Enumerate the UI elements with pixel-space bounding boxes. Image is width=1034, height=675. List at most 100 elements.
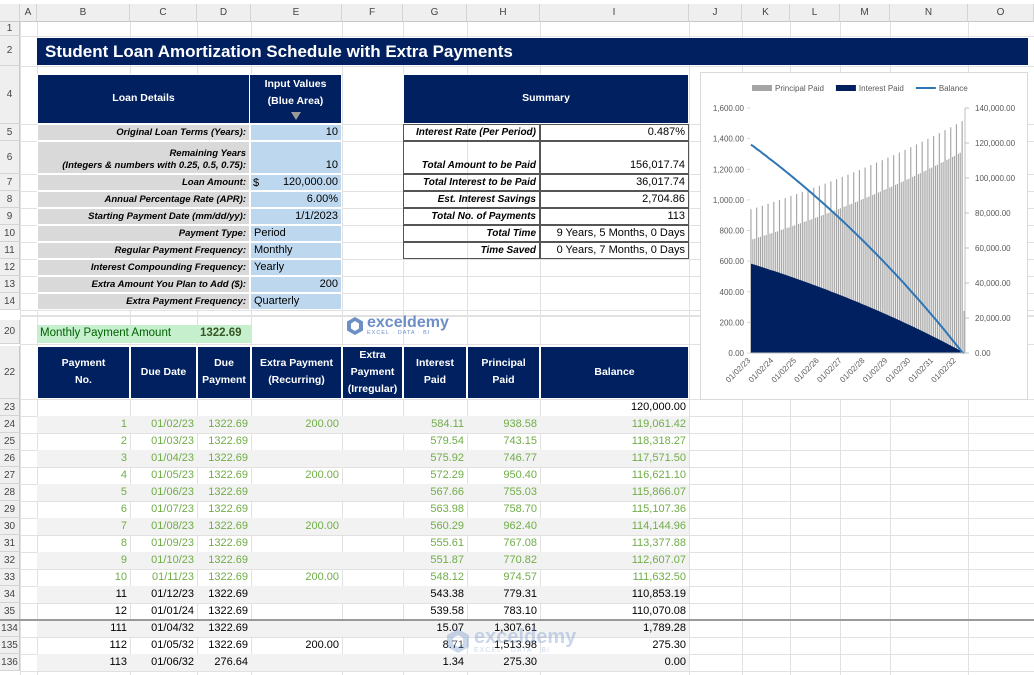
table-cell: 743.15 [503,434,537,447]
table-cell: 12 [114,604,127,617]
bar [902,181,904,353]
table-cell: 1322.69 [208,434,248,447]
table-cell: 584.11 [431,417,464,430]
bar [801,192,803,353]
legend-label: Interest Paid [859,84,904,93]
table-cell: 200.00 [305,638,339,651]
bar [885,189,887,353]
table-cell: 8.71 [403,637,467,654]
table-cell: 01/06/23 [151,485,194,498]
bar [855,202,857,353]
input-value: Monthly [250,242,342,259]
bar [929,168,931,353]
bar [953,155,956,353]
row-stripe [37,450,689,467]
table-cell: 119,061.42 [631,417,686,430]
section-header: Summary [403,74,689,124]
bar [862,198,864,353]
bar [828,212,830,353]
row-number: 22 [0,346,20,399]
bar [824,183,826,353]
row-number: 8 [0,191,20,208]
input-label: Original Loan Terms (Years): [37,124,250,141]
table-cell: 974.57 [503,570,537,583]
summary-label: Total Interest to be Paid [403,174,540,191]
row-number: 135 [0,637,20,654]
bar [912,176,914,353]
cell-gridline [20,569,1034,570]
input-label: Extra Amount You Plan to Add ($): [37,276,250,293]
row-number: 24 [0,416,20,433]
bar [820,215,822,353]
table-cell: 1,307.61 [494,621,537,634]
bar [894,184,897,353]
row-number: 10 [0,225,20,242]
bar [883,189,885,353]
row-stripe [37,654,689,671]
row-number: 4 [0,66,20,124]
row-number: 2 [0,36,20,66]
y2-tick-label: 0.00 [975,349,991,358]
row-number: 29 [0,501,20,518]
table-cell: 950.40 [503,468,537,481]
bar [923,171,925,353]
summary-value: 113 [540,208,689,225]
table-cell: 01/02/23 [151,417,194,430]
table-cell: 111,632.50 [632,570,686,583]
bar [860,199,862,353]
input-arrow [291,112,301,120]
table-cell: 01/10/23 [151,553,194,566]
table-cell: 1322.69 [208,468,248,481]
watermark-icon [347,317,363,335]
table-cell: 539.58 [430,604,464,617]
cell-gridline [20,315,1034,317]
table-cell: 1322.69 [208,485,248,498]
bar [942,161,944,353]
row-number: 1 [0,22,20,36]
row-number: 32 [0,552,20,569]
bar [940,162,942,353]
monthly-payment-label: Monthly Payment Amount [37,325,197,343]
table-cell: 113 [109,655,127,668]
input-value: End of the Period [250,225,342,242]
bar [750,209,752,353]
row-number: 35 [0,603,20,620]
row-stripe [37,620,689,637]
column-header: N [890,4,968,22]
column-header: H [467,4,540,22]
table-cell: 543.38 [430,587,464,600]
summary-label: Interest Rate (Per Period) [403,124,540,141]
cell-gridline [20,310,1034,311]
bar [934,165,937,353]
input-value: 1/1/2023 [250,208,342,225]
table-cell: 200.00 [305,417,339,430]
y-tick-label: 1,600.00 [713,104,745,113]
row-number: 25 [0,433,20,450]
table-header: Extra Payment (Irregular) [342,346,403,399]
bar [925,170,927,353]
table-cell: 579.54 [430,434,464,447]
y2-tick-label: 80,000.00 [975,209,1011,218]
bar [807,189,809,353]
table-cell: 115,107.36 [631,502,686,515]
input-label: Starting Payment Date (mm/dd/yy): [37,208,250,225]
input-header: Input Values (Blue Area) [264,77,327,107]
table-cell: 567.66 [430,485,464,498]
bar [927,138,929,353]
bar [834,210,836,353]
bar [944,130,946,353]
summary-value: 2,704.86 [540,191,689,208]
bar [959,152,961,353]
table-cell: 200.00 [305,519,339,532]
y-tick-label: 1,000.00 [713,196,745,205]
table-cell: 575.92 [430,451,464,464]
bar [822,214,824,353]
input-value: 10 [250,124,342,141]
y2-tick-label: 120,000.00 [975,139,1016,148]
table-cell: 755.03 [503,485,537,498]
column-header: M [840,4,890,22]
table-cell: 1322.69 [208,621,248,634]
table-cell: 200.00 [305,468,339,481]
table-header: Due Payment [197,346,251,399]
table-cell: 770.82 [503,553,537,566]
